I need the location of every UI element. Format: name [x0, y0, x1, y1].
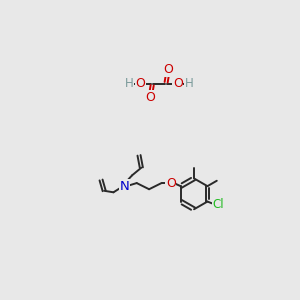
Text: O: O	[136, 77, 146, 90]
Text: O: O	[166, 177, 176, 190]
Text: Cl: Cl	[212, 198, 224, 211]
Text: O: O	[173, 77, 183, 90]
Text: N: N	[119, 180, 129, 193]
Text: O: O	[146, 91, 156, 104]
Text: H: H	[185, 77, 194, 90]
Text: H: H	[124, 77, 133, 90]
Text: O: O	[163, 63, 172, 76]
